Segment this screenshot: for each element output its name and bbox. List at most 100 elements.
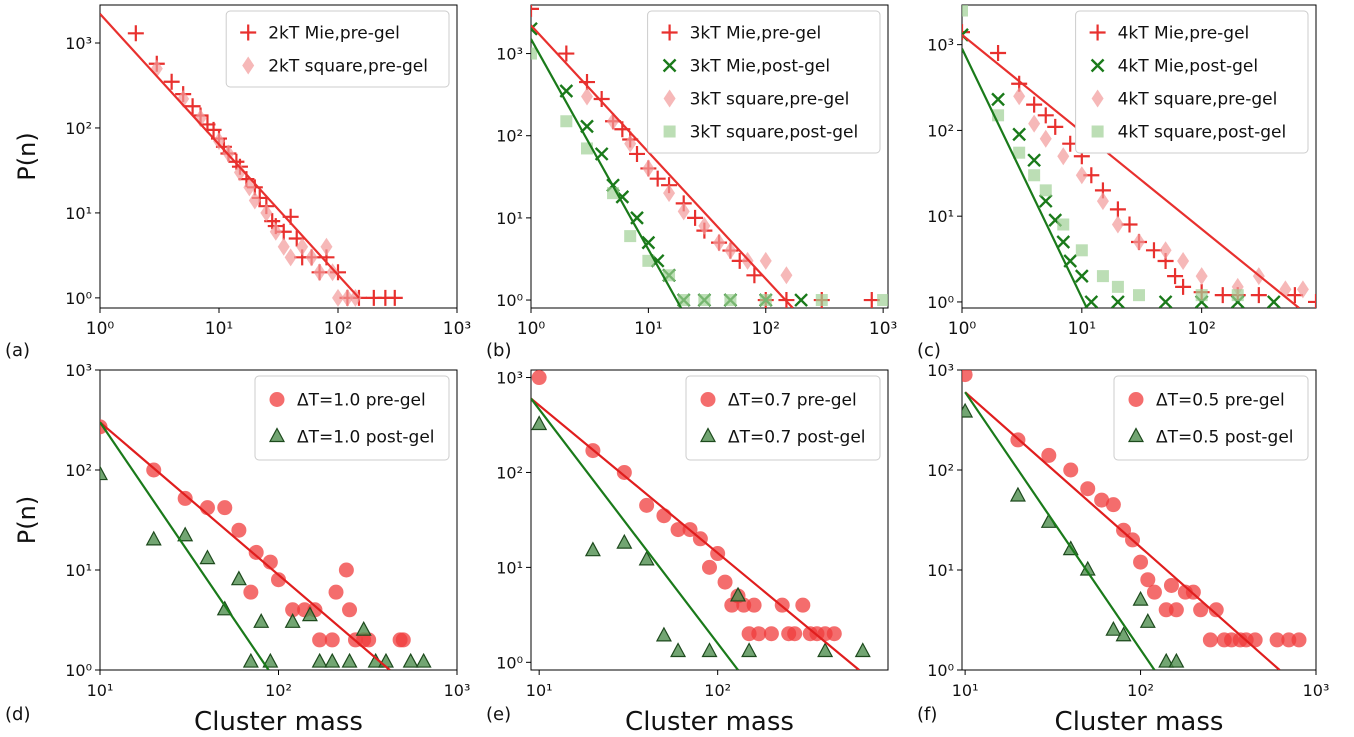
point [1168, 602, 1184, 618]
point [655, 626, 672, 642]
x-tick-label: 10² [752, 319, 780, 339]
legend-marker [661, 24, 678, 41]
point [641, 235, 656, 250]
point [616, 464, 632, 480]
panel-label: (d) [5, 704, 30, 725]
point [402, 652, 419, 668]
point [817, 642, 834, 658]
legend-box [685, 375, 881, 461]
point [127, 25, 144, 42]
legend-label: 4kT square,post-gel [1118, 123, 1287, 143]
point [199, 549, 216, 565]
point [670, 642, 687, 658]
point [100, 465, 109, 481]
legend-label: 2kT square,pre-gel [268, 57, 428, 77]
y-tick-label: 10¹ [65, 204, 92, 223]
point [702, 559, 717, 575]
point [1214, 287, 1231, 304]
point [1159, 241, 1172, 260]
y-tick-label: 10³ [65, 361, 92, 380]
point [815, 294, 828, 307]
y-axis-label: P(n) [13, 132, 41, 180]
point [260, 203, 273, 222]
legend-box [1075, 10, 1309, 154]
y-tick-label: 10⁰ [65, 661, 92, 680]
point [271, 572, 286, 588]
legend-label: 3kT square,post-gel [690, 123, 859, 143]
point [670, 522, 686, 538]
plot-area [962, 5, 1316, 308]
legend: 4kT Mie,pre-gel 4kT Mie,post-gel 4kT squar… [1075, 10, 1309, 154]
point [1121, 216, 1138, 233]
point [1139, 613, 1156, 628]
point [1096, 192, 1109, 211]
point [1105, 620, 1122, 636]
legend: 2kT Mie,pre-gel 2kT square,pre-gel [225, 10, 450, 88]
point [795, 597, 811, 613]
point [629, 145, 646, 162]
point [1096, 270, 1109, 283]
point [1056, 235, 1071, 249]
y-tick-label: 10³ [496, 369, 523, 388]
point [361, 632, 377, 648]
point [724, 294, 737, 307]
legend-box [225, 10, 450, 88]
point [531, 415, 548, 431]
panel-label: (f) [917, 704, 937, 725]
y-tick-label: 10¹ [927, 207, 954, 226]
point [217, 500, 233, 516]
point [1202, 632, 1218, 648]
point [724, 241, 737, 260]
y-tick-label: 10³ [65, 34, 92, 53]
point [780, 266, 793, 285]
point [663, 269, 676, 282]
point [701, 642, 718, 658]
point [342, 602, 358, 618]
point [531, 47, 537, 60]
point [1158, 295, 1173, 308]
point [1177, 252, 1190, 271]
point [1080, 481, 1096, 497]
point [991, 92, 1005, 107]
point [1084, 295, 1099, 308]
point [1074, 269, 1089, 283]
point [163, 73, 180, 90]
x-tick-label: 10¹ [634, 319, 662, 339]
point [746, 267, 763, 284]
x-tick-label: 10⁰ [517, 319, 546, 339]
point [1094, 492, 1110, 508]
legend-marker [1090, 58, 1105, 73]
point [1057, 218, 1070, 231]
point [1038, 194, 1053, 208]
point [787, 626, 803, 642]
point [558, 45, 575, 62]
legend-marker [268, 427, 286, 443]
point [1026, 96, 1043, 113]
point [794, 293, 808, 307]
point [285, 602, 301, 618]
point [1133, 554, 1149, 570]
point [1075, 166, 1088, 185]
point [1291, 632, 1307, 648]
point [1039, 129, 1052, 148]
y-tick-label: 10⁰ [927, 293, 954, 312]
point [1047, 118, 1064, 135]
point [649, 170, 666, 187]
point [877, 294, 888, 307]
fit-line [531, 24, 794, 308]
x-axis-label: Cluster mass [1055, 707, 1224, 737]
fit-line [100, 421, 391, 670]
plot-area [962, 370, 1307, 670]
legend-label: 2kT Mie,pre-gel [268, 24, 400, 44]
plot-area [100, 13, 403, 307]
point [305, 248, 318, 267]
y-tick-label: 10³ [927, 361, 954, 380]
point [296, 237, 309, 256]
point [231, 522, 247, 538]
x-tick-label: 10¹ [205, 319, 233, 339]
point [1105, 497, 1121, 513]
